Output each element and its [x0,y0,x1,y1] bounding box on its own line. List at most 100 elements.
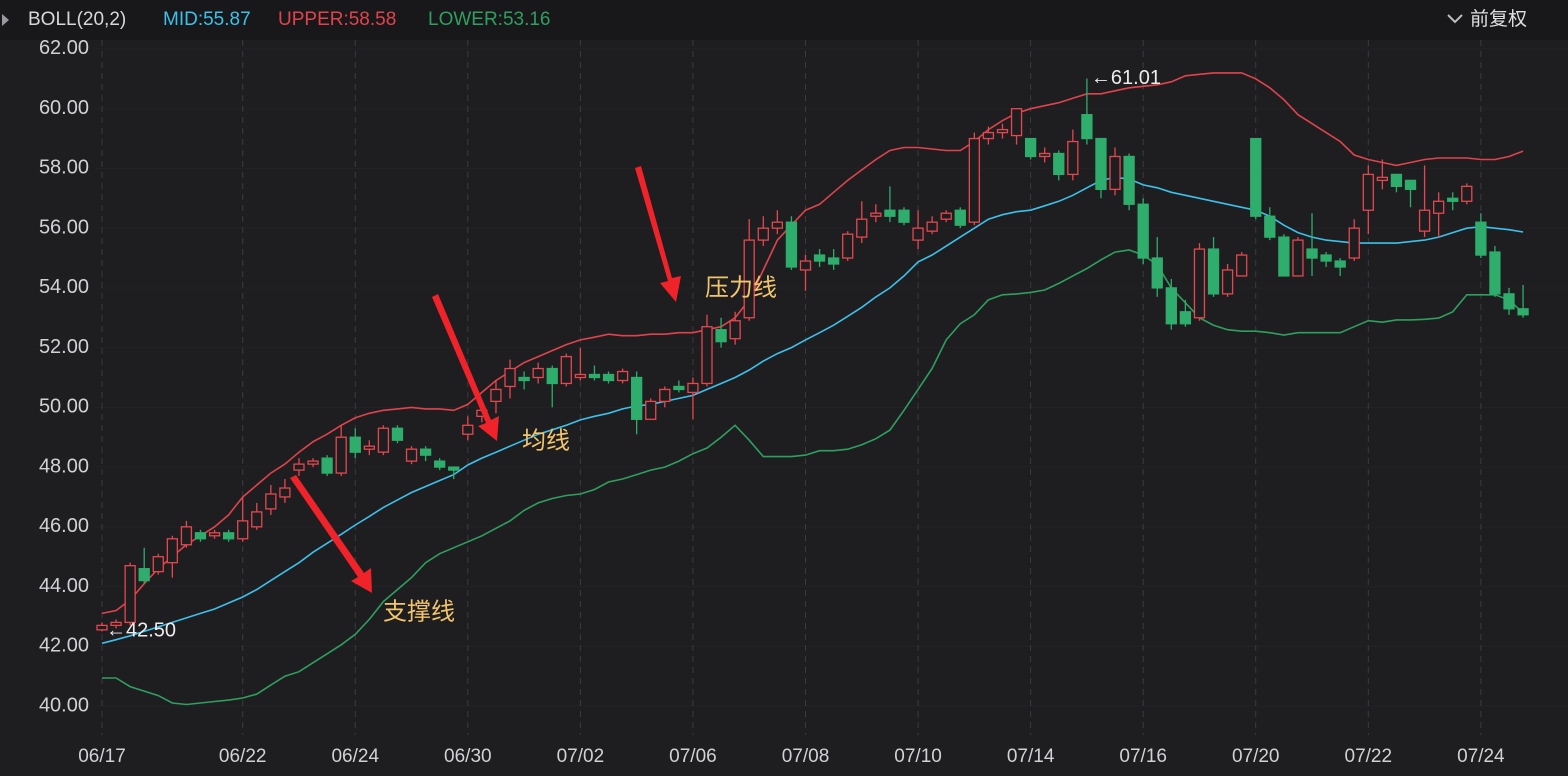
candle-body [1179,311,1192,325]
candle-body [180,526,193,546]
x-tick-label: 06/22 [219,746,267,767]
candle-body [1193,248,1206,319]
candle-body [405,448,418,462]
candle-body [813,254,826,262]
y-tick-label: 54.00 [39,276,89,298]
candle-body [237,520,249,540]
candle-body [574,373,587,379]
candle-body [842,233,854,259]
candle-body [434,460,446,468]
candle-body [419,448,432,456]
candle-body [1067,140,1079,176]
candle-body [616,370,629,382]
y-tick-label: 48.00 [39,455,89,477]
candle-body [166,538,179,564]
candle-body [673,385,685,391]
candle-body [757,227,769,241]
extreme-annotation: ←42.50 [106,620,176,642]
candle-body [1095,137,1107,190]
adjust-mode[interactable]: 前复权 [1470,8,1527,30]
candle-body [771,221,784,229]
candle-body [1010,108,1023,137]
candle-body [659,388,671,403]
x-tick-label: 07/06 [669,746,717,767]
grid [96,40,1568,735]
candle-body [968,137,980,223]
x-tick-label: 07/16 [1119,746,1167,767]
candle-body [1404,179,1417,190]
candle-body [996,128,1009,134]
callout-label: 压力线 [705,274,777,301]
x-tick-label: 07/24 [1457,746,1505,767]
indicator-name: BOLL(20,2) [28,9,126,30]
candle-body [729,320,741,340]
candle-body [208,532,221,537]
candle-body [1053,152,1065,176]
candle-body [1418,209,1431,232]
candle-body [926,221,938,232]
candle-body [518,376,530,382]
dropdown-chevron[interactable] [1447,14,1463,24]
candle-body [1376,176,1389,182]
candle-body [1390,173,1403,187]
header-bar [0,0,1568,40]
candle-body [391,427,404,441]
candle-body [377,427,390,453]
legend-entry: LOWER:53.16 [428,9,551,30]
candle-body [490,388,502,403]
candle-body [1039,152,1051,158]
candles [96,78,1529,632]
candle-body [96,624,108,631]
arrow [432,294,499,441]
candle-body [1123,155,1135,205]
candle-body [448,466,460,471]
candle-body [1264,215,1276,238]
labels: 40.00 42.00 44.00 46.00 48.00 50.00 52.00 54.00… [39,37,1505,767]
callout-label: 均线 [522,427,570,454]
band-line [102,249,1524,706]
candle-body [602,373,615,382]
candle-body [1475,221,1487,256]
candle-body [645,400,657,420]
candle-body [687,382,699,394]
callout-label: 支撑线 [383,598,455,625]
candle-body [462,424,474,435]
candle-body [532,367,544,379]
candle-body [504,367,516,388]
y-tick-label: 60.00 [39,97,89,119]
candle-body [870,212,882,217]
x-tick-label: 06/17 [78,746,126,767]
collapse-icon [2,14,9,26]
band-line [101,176,1524,645]
candle-body [1236,254,1248,277]
y-tick-label: 40.00 [39,694,89,716]
x-tick-label: 07/10 [894,746,942,767]
candle-body [307,460,319,465]
candle-body [124,565,136,624]
candle-body [1024,137,1037,158]
y-tick-label: 58.00 [39,157,89,179]
candle-body [1137,203,1149,259]
candle-body [110,621,122,627]
arrows [290,166,681,593]
candle-body [1447,197,1459,202]
candle-body [1109,155,1121,190]
candle-body [152,556,164,573]
candle-body [265,493,277,510]
x-tick-label: 07/20 [1232,746,1280,767]
y-tick-label: 50.00 [39,396,89,418]
y-tick-label: 42.00 [39,635,89,657]
bands [101,72,1524,706]
x-tick-label: 07/08 [782,746,830,767]
candle-body [1278,236,1290,277]
candle-body [293,463,305,471]
candle-body [1081,114,1093,140]
x-tick-label: 06/24 [331,746,379,767]
candle-body [982,131,995,140]
candle-body [785,221,798,268]
candle-body [827,257,840,265]
legend-entry: MID:55.87 [163,9,251,30]
